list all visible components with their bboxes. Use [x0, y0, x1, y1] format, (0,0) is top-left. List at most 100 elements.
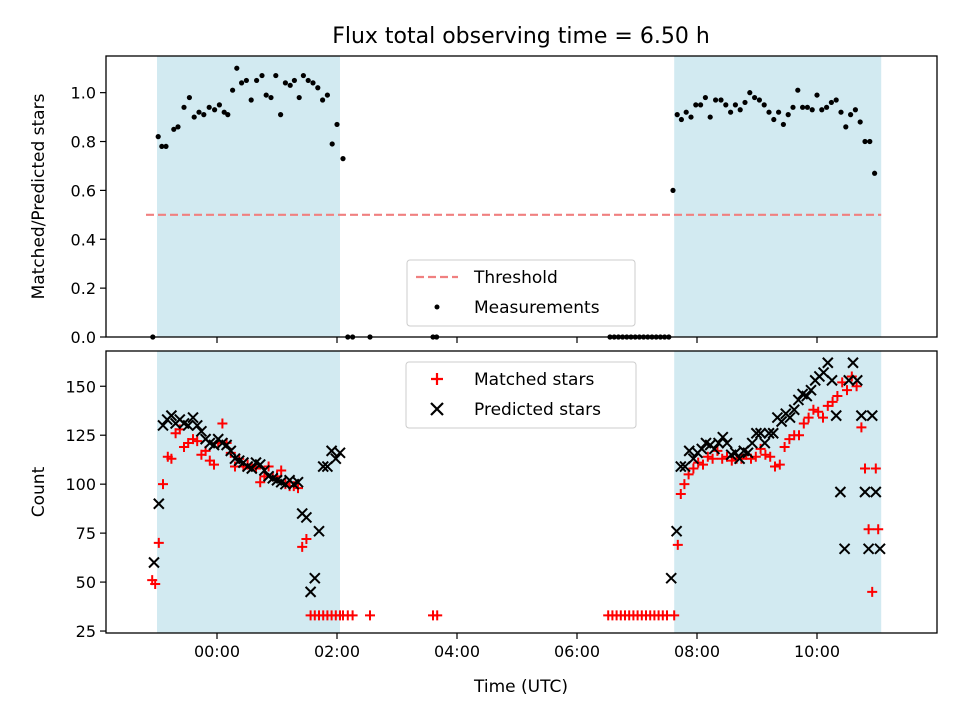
predicted-star-point: [334, 447, 346, 459]
measurement-point: [159, 143, 165, 150]
predicted-star-point: [874, 543, 886, 555]
measurement-point: [852, 107, 859, 113]
measurement-point: [282, 80, 288, 86]
predicted-star-point: [834, 486, 847, 498]
matched-star-point: [770, 461, 780, 472]
measurement-point: [857, 119, 863, 125]
measurement-point: [698, 102, 704, 108]
predicted-star-point: [670, 525, 683, 537]
y-tick-label: 125: [65, 426, 96, 445]
measurement-point: [315, 85, 321, 91]
matched-star-point: [672, 539, 683, 550]
bottom-legend-box: [405, 361, 637, 429]
predicted-star-point: [851, 374, 863, 387]
predicted-star-point: [788, 404, 800, 416]
matched-star-point: [297, 541, 308, 552]
matched-star-point: [679, 479, 690, 490]
measurement-point: [670, 187, 676, 193]
predicted-star-point: [675, 460, 687, 473]
top-panel-ylabel: Matched/Predicted stars: [29, 93, 49, 299]
predicted-star-point: [300, 511, 313, 524]
matched-star-point: [192, 436, 203, 447]
bottom-panel-legend: Matched stars Predicted stars: [405, 361, 637, 429]
observing-window-shade: [157, 56, 340, 337]
measurement-point: [737, 107, 743, 113]
measurement-point: [747, 90, 753, 96]
measurement-point: [728, 109, 734, 115]
measurement-point: [678, 116, 685, 123]
predicted-star-point: [187, 411, 199, 424]
measurement-point: [718, 97, 724, 103]
predicted-star-point: [870, 486, 882, 498]
x-tick-label: 10:00: [794, 642, 840, 661]
measurement-point: [243, 77, 249, 84]
measurement-point: [776, 109, 782, 115]
matched-star-point: [863, 524, 874, 535]
predicted-star-point: [721, 437, 733, 449]
measurement-point: [196, 109, 202, 115]
measurement-point: [785, 112, 791, 118]
legend-matched-swatch: [431, 373, 443, 385]
matched-star-point: [794, 430, 804, 441]
matched-star-point: [166, 453, 177, 464]
matched-star-point: [873, 524, 884, 535]
measurement-point: [674, 112, 680, 118]
matched-star-point: [842, 385, 852, 396]
observing-window-shade: [157, 351, 340, 633]
top-panel-frame: [105, 55, 938, 338]
observing-window-shade: [674, 351, 882, 633]
measurement-point: [216, 102, 222, 108]
predicted-star-point: [304, 586, 317, 598]
predicted-star-point: [847, 357, 859, 369]
measurement-point: [340, 156, 346, 162]
measurement-point: [688, 114, 694, 120]
matched-star-point: [276, 465, 287, 476]
x-tick-label: 00:00: [194, 642, 240, 661]
measurement-point: [320, 97, 326, 103]
y-tick-label: 0.0: [71, 328, 96, 347]
predicted-star-point: [792, 394, 805, 406]
matched-star-point: [150, 579, 161, 590]
x-tick-label: 04:00: [434, 642, 480, 661]
measurement-point: [310, 80, 316, 86]
matched-star-point: [707, 453, 718, 464]
measurement-point: [278, 112, 284, 118]
y-tick-label: 1.0: [71, 84, 96, 103]
measurement-point: [171, 126, 177, 132]
measurement-point: [761, 102, 767, 108]
measurement-point: [707, 114, 713, 120]
bottom-panel-frame: [105, 350, 938, 634]
bottom-panel: 25 50 75 100 125 150 00:00 02:00 04:00 06:00 08:0…: [29, 350, 938, 697]
x-axis-label: Time (UTC): [473, 677, 568, 697]
measurement-point: [263, 92, 269, 98]
measurement-point: [790, 104, 796, 110]
measurement-point: [155, 134, 161, 140]
predicted-star-point: [195, 425, 208, 437]
matched-star-point: [158, 479, 168, 490]
matched-star-point: [803, 412, 814, 423]
measurement-point: [234, 65, 240, 71]
matched-star-point: [698, 459, 708, 470]
predicted-star-point: [775, 415, 788, 428]
measurement-point: [287, 82, 293, 88]
predicted-star-point: [309, 572, 321, 584]
measurement-point: [239, 80, 245, 86]
measurement-point: [833, 97, 839, 103]
predicted-star-point: [801, 390, 813, 402]
predicted-star-point: [729, 447, 742, 459]
predicted-star-point: [733, 453, 746, 465]
matched-star-point: [702, 451, 713, 462]
matched-star-point: [760, 449, 771, 460]
top-legend-box: [406, 259, 636, 327]
measurement-point: [732, 102, 739, 108]
matched-star-point: [765, 451, 776, 462]
matched-star-point: [818, 412, 828, 423]
measurement-point: [824, 104, 830, 110]
matched-star-point: [867, 586, 878, 597]
measurement-point: [872, 170, 878, 176]
measurement-point: [334, 121, 340, 128]
predicted-star-point: [843, 374, 855, 387]
measurement-point: [867, 138, 873, 145]
predicted-star-point: [862, 543, 875, 555]
matched-star-point: [870, 463, 881, 474]
